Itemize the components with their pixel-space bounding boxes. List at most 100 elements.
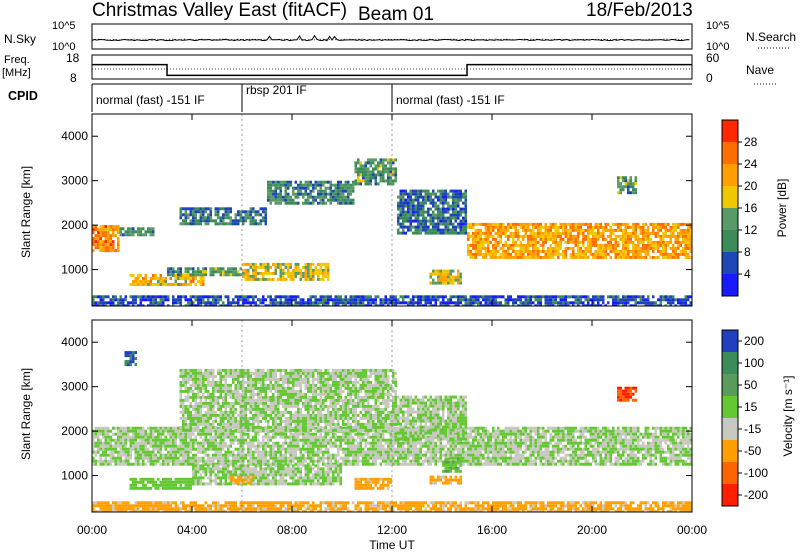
power-ylabel: Slant Range [km] xyxy=(19,166,33,258)
freq-left-tick-bottom: 8 xyxy=(70,71,77,85)
power-colorbar-tick-label-7: 28 xyxy=(744,135,758,149)
cpid-row: CPID normal (fast) -151 IF rbsp 201 IF n… xyxy=(8,83,692,112)
power-feature-4 xyxy=(167,267,242,277)
power-panel: 1000 2000 3000 4000 Slant Range [km] xyxy=(19,113,693,307)
velocity-colorbar-bin-6 xyxy=(722,440,738,462)
power-feature-6 xyxy=(179,207,267,226)
power-feature-11 xyxy=(467,222,692,259)
power-colorbar-bin-5 xyxy=(722,186,738,208)
velocity-colorbar-frame xyxy=(721,329,739,507)
velocity-colorbar-tick-label-2: 100 xyxy=(744,356,764,370)
power-colorbar-tick-label-6: 24 xyxy=(744,157,758,171)
noise-right-tick-top: 10^5 xyxy=(706,20,730,32)
power-ytick-label-1: 1000 xyxy=(61,263,88,277)
nave-right-tick-bottom: 0 xyxy=(706,71,713,85)
nave-right-tick-top: 60 xyxy=(706,51,720,65)
velocity-feature-3 xyxy=(192,464,342,486)
noise-search-trace xyxy=(91,38,690,41)
xtick-label-1: 00:00 xyxy=(77,523,107,537)
power-ytick-label-3: 3000 xyxy=(61,174,88,188)
power-colorbar-bin-8 xyxy=(722,120,738,142)
power-colorbar-bin-2 xyxy=(722,252,738,274)
power-feature-13 xyxy=(92,295,692,306)
power-colorbar-tick-label-1: 4 xyxy=(744,267,751,281)
power-colorbar-bin-7 xyxy=(722,142,738,164)
power-colorbar-bin-1 xyxy=(722,274,738,296)
velocity-feature-2 xyxy=(129,477,192,490)
velocity-feature-12 xyxy=(617,386,637,402)
noise-right-label: N.Search xyxy=(746,30,796,44)
cpid-segment-3: normal (fast) -151 IF xyxy=(396,93,505,107)
velocity-colorbar: 200 100 50 15 -15 -50 -100 -200 Velocity [m s⁻¹… xyxy=(721,329,795,507)
velocity-colorbar-tick-label-1: 200 xyxy=(744,334,764,348)
cpid-label: CPID xyxy=(8,89,38,103)
power-colorbar-tick-label-4: 16 xyxy=(744,201,758,215)
velocity-panel: 1000 2000 3000 4000 Slant Range [km] xyxy=(19,319,693,513)
velocity-feature-4 xyxy=(229,475,255,485)
nave-right-label: Nave xyxy=(746,63,774,77)
velocity-colorbar-bin-3 xyxy=(722,374,738,396)
power-feature-9 xyxy=(397,189,467,235)
xtick-label-6: 20:00 xyxy=(577,523,607,537)
noise-left-tick-bottom: 10^0 xyxy=(52,41,76,53)
power-colorbar-tick-label-2: 8 xyxy=(744,245,751,259)
power-colorbar: 4 8 12 16 20 24 28 Power [dB] xyxy=(721,119,789,297)
vel-ytick-label-1: 1000 xyxy=(61,469,88,483)
vel-ytick-label-2: 2000 xyxy=(61,424,88,438)
power-feature-2 xyxy=(119,227,155,237)
cpid-segment-1: normal (fast) -151 IF xyxy=(96,93,205,107)
power-ytick-label-4: 4000 xyxy=(61,129,88,143)
vel-ytick-label-3: 3000 xyxy=(61,380,88,394)
velocity-colorbar-tick-label-8: -200 xyxy=(744,488,768,502)
power-colorbar-label: Power [dB] xyxy=(775,179,789,238)
velocity-feature-10 xyxy=(92,501,692,512)
velocity-colorbar-bin-8 xyxy=(722,484,738,506)
station-title: Christmas Valley East (fitACF) xyxy=(92,0,347,21)
velocity-colorbar-tick-label-5: -15 xyxy=(744,422,762,436)
date-title: 18/Feb/2013 xyxy=(586,0,693,21)
power-colorbar-tick-label-5: 20 xyxy=(744,179,758,193)
velocity-colorbar-tick-label-3: 50 xyxy=(744,378,758,392)
xtick-label-5: 16:00 xyxy=(477,523,507,537)
power-colorbar-bin-4 xyxy=(722,208,738,230)
velocity-feature-11 xyxy=(124,351,137,367)
velocity-colorbar-bin-2 xyxy=(722,352,738,374)
velocity-colorbar-bin-7 xyxy=(722,462,738,484)
power-feature-12 xyxy=(617,176,637,195)
velocity-feature-9 xyxy=(442,457,462,473)
x-axis-label: Time UT xyxy=(369,538,415,552)
frequency-trace xyxy=(92,63,692,77)
power-colorbar-bin-6 xyxy=(722,164,738,186)
power-feature-5 xyxy=(242,262,330,281)
freq-left-label-line2: [MHz] xyxy=(2,67,31,79)
noise-left-tick-top: 10^5 xyxy=(52,20,76,32)
velocity-colorbar-tick-label-6: -50 xyxy=(744,444,762,458)
vel-ytick-label-4: 4000 xyxy=(61,335,88,349)
xtick-label-3: 08:00 xyxy=(277,523,307,537)
power-feature-1 xyxy=(92,225,120,253)
velocity-feature-7 xyxy=(179,368,397,432)
velocity-ylabel: Slant Range [km] xyxy=(19,368,33,460)
beam-title: Beam 01 xyxy=(358,4,434,25)
velocity-colorbar-bin-4 xyxy=(722,396,738,418)
power-feature-8 xyxy=(354,158,397,186)
velocity-feature-5 xyxy=(354,477,392,490)
power-feature-10 xyxy=(429,269,462,285)
xtick-label-4: 12:00 xyxy=(377,523,407,537)
xtick-label-7: 00:00 xyxy=(677,523,707,537)
power-colorbar-tick-label-3: 12 xyxy=(744,223,758,237)
noise-panel: N.Sky 10^5 10^0 10^5 10^0 N.Search xyxy=(4,20,796,53)
freq-left-tick-top: 18 xyxy=(66,51,80,65)
velocity-colorbar-tick-label-7: -100 xyxy=(744,466,768,480)
power-colorbar-bin-3 xyxy=(722,230,738,252)
noise-panel-frame xyxy=(91,23,693,50)
noise-right-tick-bottom: 10^0 xyxy=(706,41,730,53)
cpid-segment-2: rbsp 201 IF xyxy=(246,83,307,97)
velocity-feature-8 xyxy=(397,395,467,441)
frequency-panel-frame xyxy=(91,54,693,80)
power-feature-7 xyxy=(267,180,355,205)
velocity-colorbar-tick-label-4: 15 xyxy=(744,400,758,414)
velocity-colorbar-label: Velocity [m s⁻¹] xyxy=(781,375,795,456)
velocity-feature-6 xyxy=(429,475,462,485)
